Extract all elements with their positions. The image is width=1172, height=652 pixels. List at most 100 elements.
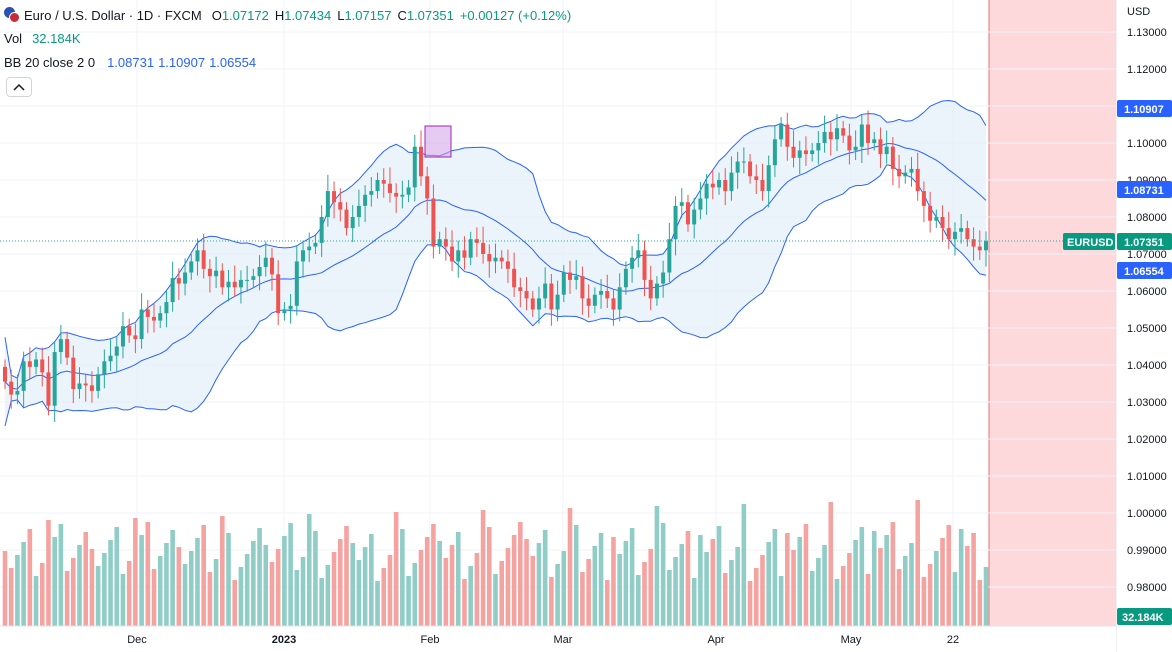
volume-bar [120,574,126,626]
volume-bar [853,540,858,626]
candle-body [375,180,380,192]
candle-body [139,309,144,340]
candle-body [555,294,560,310]
volume-bar [704,552,709,626]
volume-bar [462,579,467,626]
volume-bar [201,525,206,626]
candle-body [977,246,982,251]
volume-bar [946,525,952,626]
volume-bar [437,541,442,626]
volume-badge: 32.184K [1117,608,1172,625]
candle-body [928,205,933,221]
candle-body [456,250,461,262]
bb-upper-badge: 1.10907 [1117,100,1172,117]
symbol-title[interactable]: Euro / U.S. Dollar · 1D · FXCM [24,7,202,23]
bollinger-legend[interactable]: BB 20 close 2 0 1.08731 1.10907 1.06554 [4,55,260,70]
time-axis[interactable] [0,626,1116,652]
volume-bar [182,564,188,626]
volume-bar [406,576,411,626]
volume-bar [393,512,399,626]
volume-bar [21,542,26,626]
volume-bar [629,528,635,626]
volume-bar [785,533,790,626]
candle-body [9,381,14,395]
volume-bar [878,548,883,626]
highlight-box-drawing[interactable] [424,125,452,158]
candle-body [481,242,486,254]
candle-body [406,187,411,195]
candle-body [21,361,26,391]
volume-bar [586,559,591,626]
last-price-badge: 1.07351 [1117,233,1172,250]
candle-body [412,146,417,188]
candle-body [127,326,132,336]
volume-bar [337,539,343,626]
candle-body [238,279,243,288]
volume-bar [418,550,424,626]
volume-bar [971,533,976,626]
volume-bar [909,543,914,626]
candle-body [120,326,125,347]
volume-bar [157,556,163,626]
price-tick-label: 1.01000 [1127,471,1167,483]
candle-body [207,268,212,277]
volume-bar [809,571,815,626]
candle-body [214,270,219,277]
candle-body [717,180,722,188]
candle-body [46,372,51,406]
candle-body [909,168,914,173]
volume-bar [381,568,387,626]
volume-legend[interactable]: Vol 32.184K [4,31,85,46]
volume-bar [698,535,703,626]
candle-body [164,302,169,314]
candle-body [878,139,883,155]
candle-body [834,128,839,140]
candle-body [797,150,802,158]
price-tick-label: 1.06000 [1127,286,1167,298]
time-axis-label: 22 [947,634,959,646]
volume-bar [747,581,753,626]
candle-body [226,281,231,288]
candle-body [685,202,690,225]
price-tick-label: 0.98000 [1127,582,1167,594]
volume-bar [27,529,33,626]
volume-bar [598,533,604,626]
volume-bar [220,516,225,626]
candle-body [785,124,790,147]
volume-bar [95,566,101,626]
volume-bar [623,541,629,626]
volume-bar [896,569,902,626]
candle-body [940,217,945,229]
volume-bar [331,552,337,626]
volume-bar [890,522,896,626]
candle-body [133,335,138,340]
time-axis-label: 2023 [272,634,296,646]
candle-body [102,361,107,375]
volume-bar [83,532,89,626]
candles [3,110,988,422]
candle-body [704,183,709,199]
collapse-legend-button[interactable] [6,77,32,97]
chevron-up-icon [13,83,25,91]
candle-body [921,191,926,206]
candle-body [27,361,32,367]
candle-body [772,139,777,166]
candle-body [232,281,237,288]
candle-body [654,283,659,299]
volume-bar [934,551,939,626]
volume-bar [778,576,784,626]
volume-bar [8,568,14,626]
candle-body [288,305,293,310]
candle-body [170,278,175,303]
volume-bar [772,529,778,626]
low-label: L [337,7,345,23]
volume-bar [834,579,840,626]
symbol-legend[interactable]: Euro / U.S. Dollar · 1D · FXCM O 1.07172… [4,7,575,23]
candle-body [183,272,188,284]
volume-bars [2,500,989,626]
volume-bar [567,508,573,626]
volume-bar [46,520,51,626]
volume-bar [648,549,654,626]
candle-body [394,192,399,197]
